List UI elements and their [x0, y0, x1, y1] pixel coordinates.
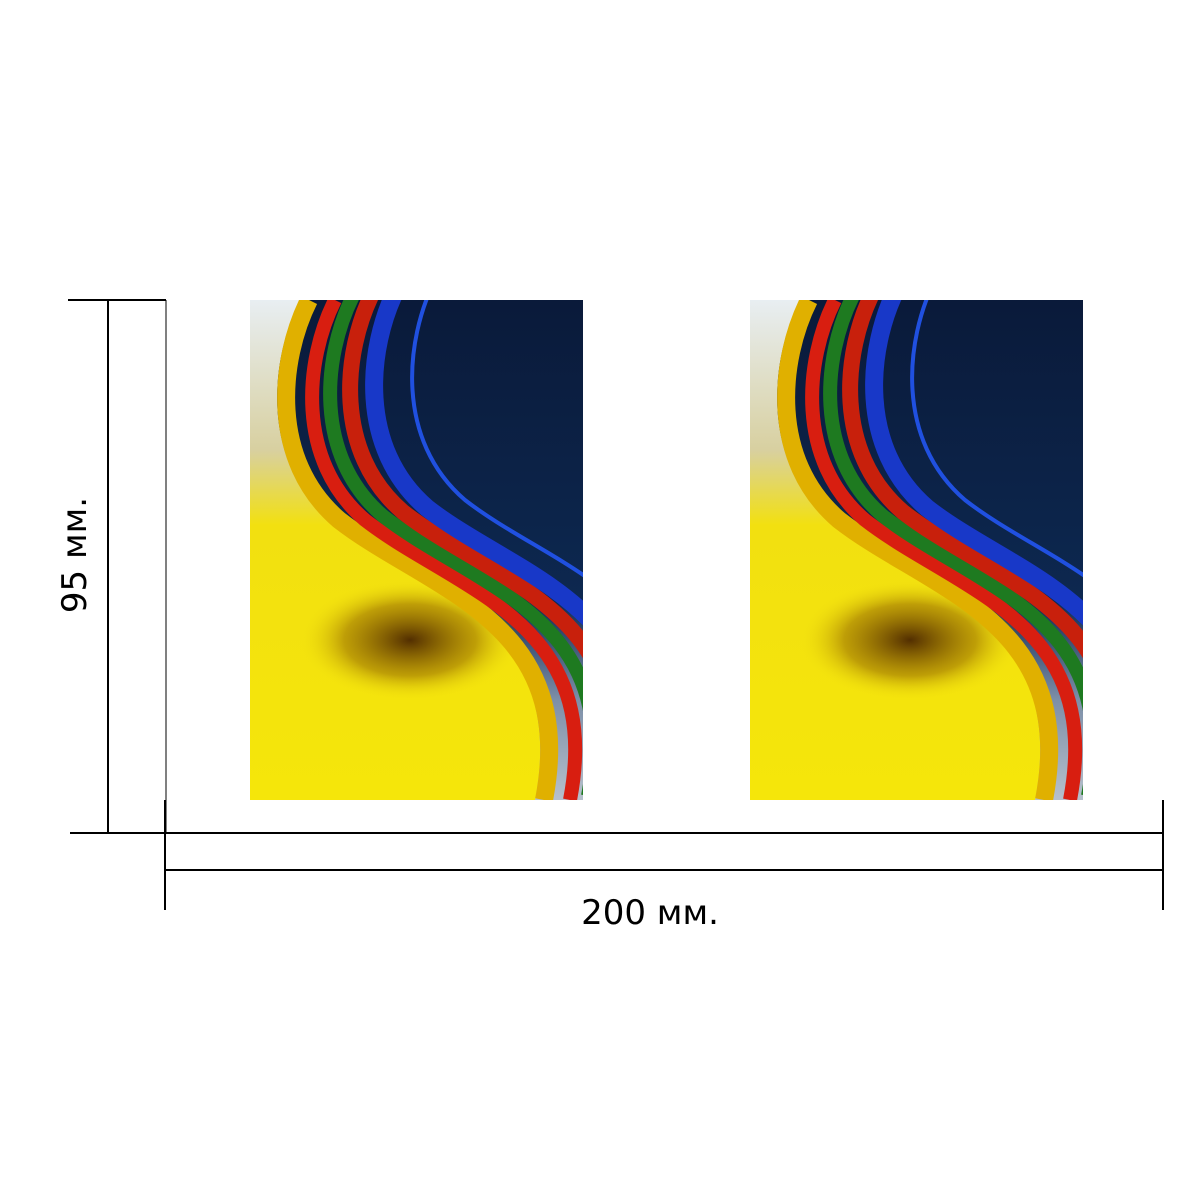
product-image: [250, 280, 675, 800]
height-dimension: [68, 299, 167, 834]
product-image: [750, 280, 1175, 800]
width-label: 200 мм.: [581, 893, 719, 933]
width-dimension: [164, 800, 1164, 910]
height-label: 95 мм.: [55, 497, 95, 613]
